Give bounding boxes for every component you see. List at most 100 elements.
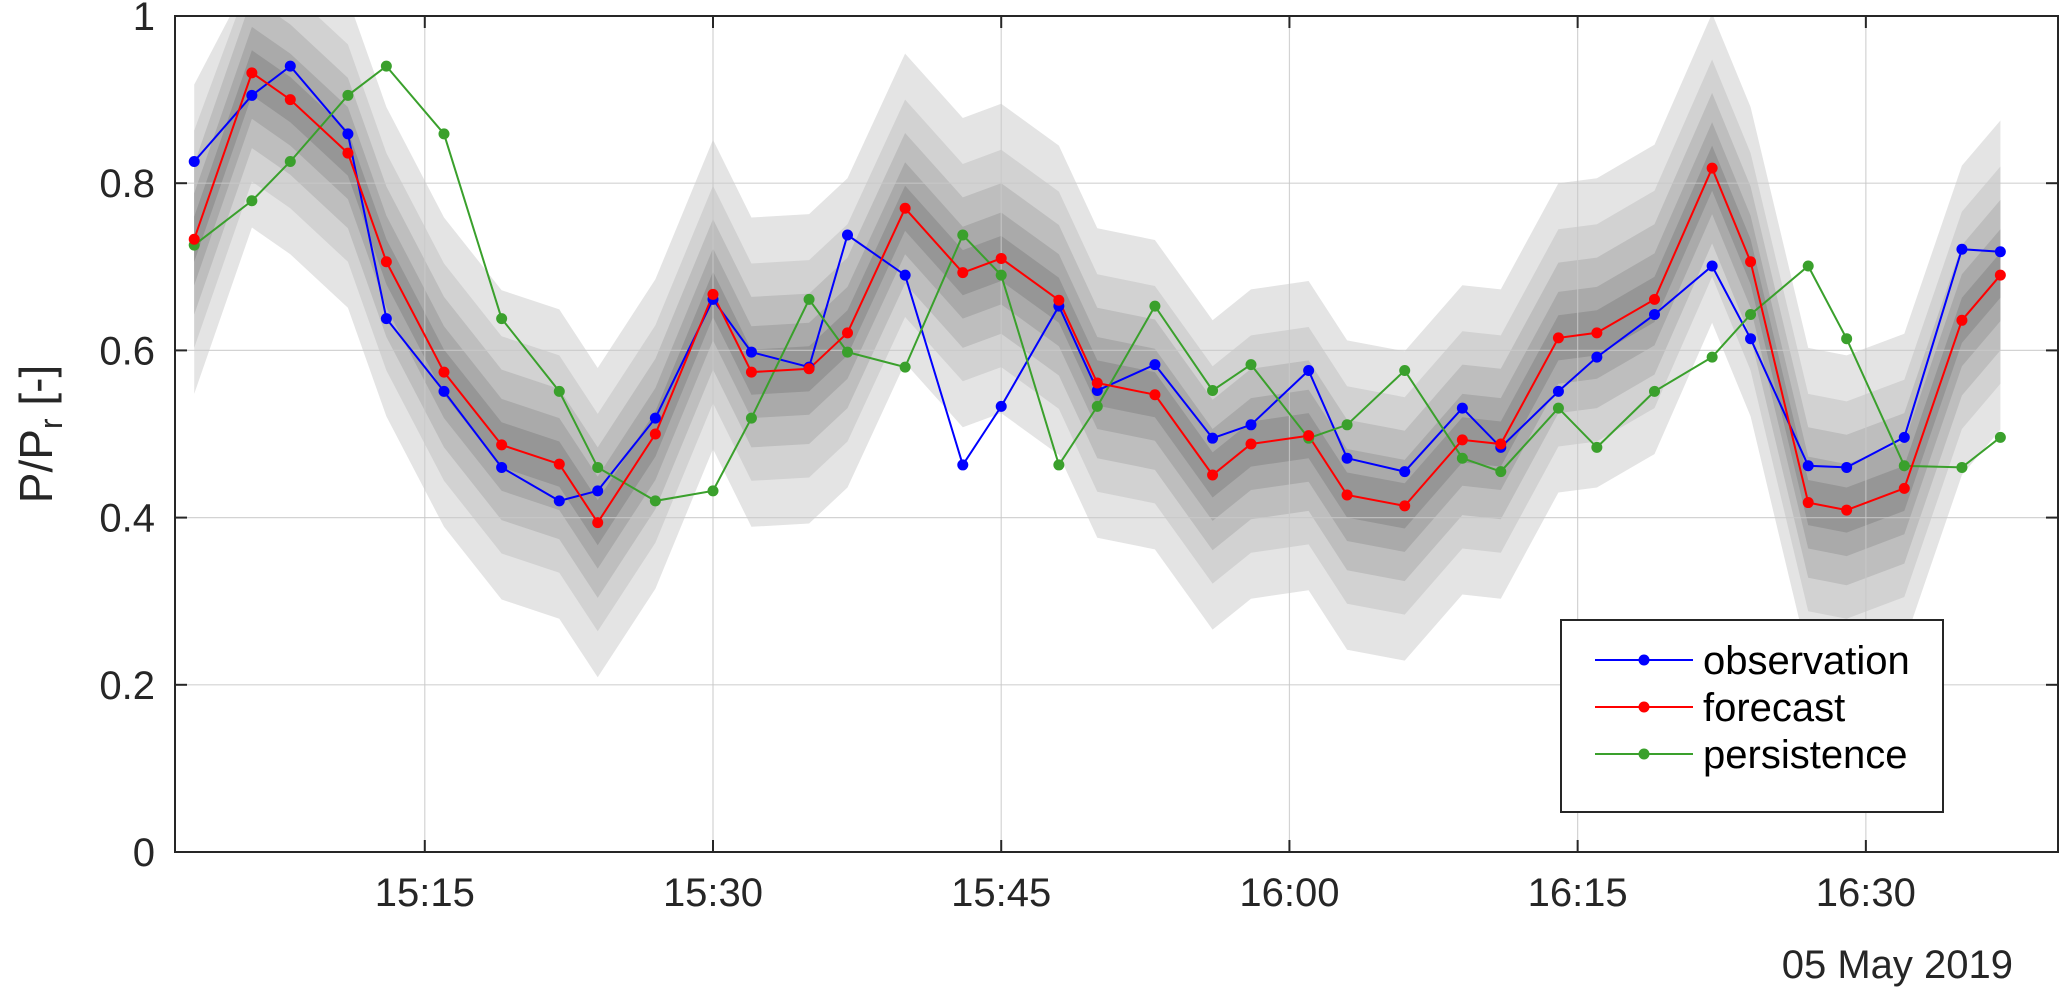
forecast-point	[1649, 293, 1660, 305]
observation-point	[649, 412, 661, 424]
persistence-point	[1207, 385, 1219, 397]
forecast-point	[1399, 500, 1411, 512]
persistence-point	[1091, 400, 1103, 412]
persistence-point	[1591, 441, 1603, 453]
persistence-point	[342, 89, 354, 101]
observation-point	[284, 60, 296, 72]
forecast-point	[1303, 430, 1315, 442]
persistence-point	[842, 346, 853, 358]
persistence-point	[1399, 364, 1411, 376]
observation-point	[957, 459, 969, 471]
persistence-point	[1956, 461, 1968, 473]
forecast-point	[1706, 162, 1718, 174]
observation-point	[995, 400, 1007, 412]
forecast-point	[1245, 438, 1257, 450]
observation-point	[1091, 385, 1103, 397]
observation-point	[1207, 432, 1219, 444]
persistence-point	[438, 128, 450, 140]
observation-point	[1898, 431, 1910, 443]
forecast-point	[995, 252, 1007, 264]
forecast-point	[342, 147, 354, 159]
forecast-point	[842, 327, 853, 339]
observation-point	[1245, 419, 1257, 431]
forecast-point	[1091, 377, 1103, 389]
x-axis-ticks: 15:15 15:30 15:45 16:00 16:15 16:30	[375, 16, 1916, 915]
uncertainty-bands	[194, 16, 2001, 678]
y-axis-label-suffix: [-]	[10, 365, 62, 419]
observation-point	[1745, 333, 1757, 345]
uncertainty-band-5	[194, 50, 2001, 546]
y-tick-label: 0	[133, 831, 155, 875]
observation-point	[1552, 385, 1564, 397]
forecast-point	[1591, 327, 1603, 339]
x-tick-label: 16:15	[1528, 871, 1628, 915]
x-tick-label: 15:15	[375, 871, 475, 915]
observation-point	[188, 155, 200, 167]
forecast-point	[1898, 482, 1910, 494]
forecast-point	[592, 517, 604, 529]
y-tick-label: 0.6	[99, 329, 155, 373]
forecast-point	[553, 458, 565, 470]
observation-point	[1149, 359, 1161, 371]
observation-point	[1341, 452, 1353, 464]
persistence-point	[899, 361, 911, 373]
observation-point	[842, 229, 853, 241]
forecast-point	[246, 67, 258, 79]
legend-label-persistence: persistence	[1703, 733, 1908, 777]
persistence-point	[1456, 452, 1468, 464]
y-tick-label: 0.8	[99, 162, 155, 206]
x-tick-label: 15:30	[663, 871, 763, 915]
persistence-point	[1898, 460, 1910, 472]
observation-point	[745, 346, 757, 358]
persistence-point	[246, 195, 258, 207]
observation-point	[246, 89, 258, 101]
x-tick-label: 15:45	[951, 871, 1051, 915]
persistence-point	[995, 269, 1007, 281]
x-tick-label: 16:30	[1816, 871, 1916, 915]
observation-point	[1841, 461, 1853, 473]
persistence-point	[649, 495, 661, 507]
forecast-point	[438, 366, 450, 378]
observation-point	[1706, 260, 1718, 272]
forecast-point	[1149, 389, 1161, 401]
forecast-point	[1994, 269, 2006, 281]
forecast-point	[1802, 497, 1814, 509]
y-axis-ticks: 0 0.2 0.4 0.6 0.8 1	[99, 0, 2058, 875]
forecast-point	[803, 363, 815, 375]
legend-marker-forecast	[1638, 701, 1650, 713]
forecast-point	[380, 256, 392, 268]
persistence-point	[957, 229, 969, 241]
persistence-point	[1495, 466, 1507, 478]
observation-point	[1456, 402, 1468, 414]
legend-marker-observation	[1638, 654, 1650, 666]
forecast-point	[707, 288, 719, 300]
observation-point	[342, 128, 354, 140]
forecast-point	[957, 267, 969, 279]
y-axis-label: P/Pr [-]	[10, 365, 69, 503]
persistence-point	[1649, 385, 1660, 397]
grid-lines	[175, 16, 2058, 852]
forecast-point	[1745, 256, 1757, 268]
persistence-point	[745, 412, 757, 424]
observation-point	[553, 495, 565, 507]
persistence-point	[553, 385, 565, 397]
y-axis-label-main: P/P	[10, 429, 62, 503]
persistence-point	[707, 485, 719, 497]
observation-point	[1591, 351, 1603, 363]
forecast-point	[1207, 469, 1219, 481]
persistence-point	[1994, 431, 2006, 443]
forecast-point	[649, 428, 661, 440]
y-tick-label: 0.4	[99, 497, 155, 541]
forecast-point	[1956, 314, 1968, 326]
persistence-point	[803, 293, 815, 305]
persistence-point	[284, 155, 296, 167]
forecast-point	[188, 233, 200, 245]
observation-point	[592, 485, 604, 497]
observation-point	[1802, 460, 1814, 472]
forecast-point	[1053, 294, 1065, 306]
legend-marker-persistence	[1638, 748, 1650, 760]
plot-frame	[174, 15, 2059, 853]
persistence-point	[1802, 260, 1814, 272]
persistence-point	[592, 461, 604, 473]
